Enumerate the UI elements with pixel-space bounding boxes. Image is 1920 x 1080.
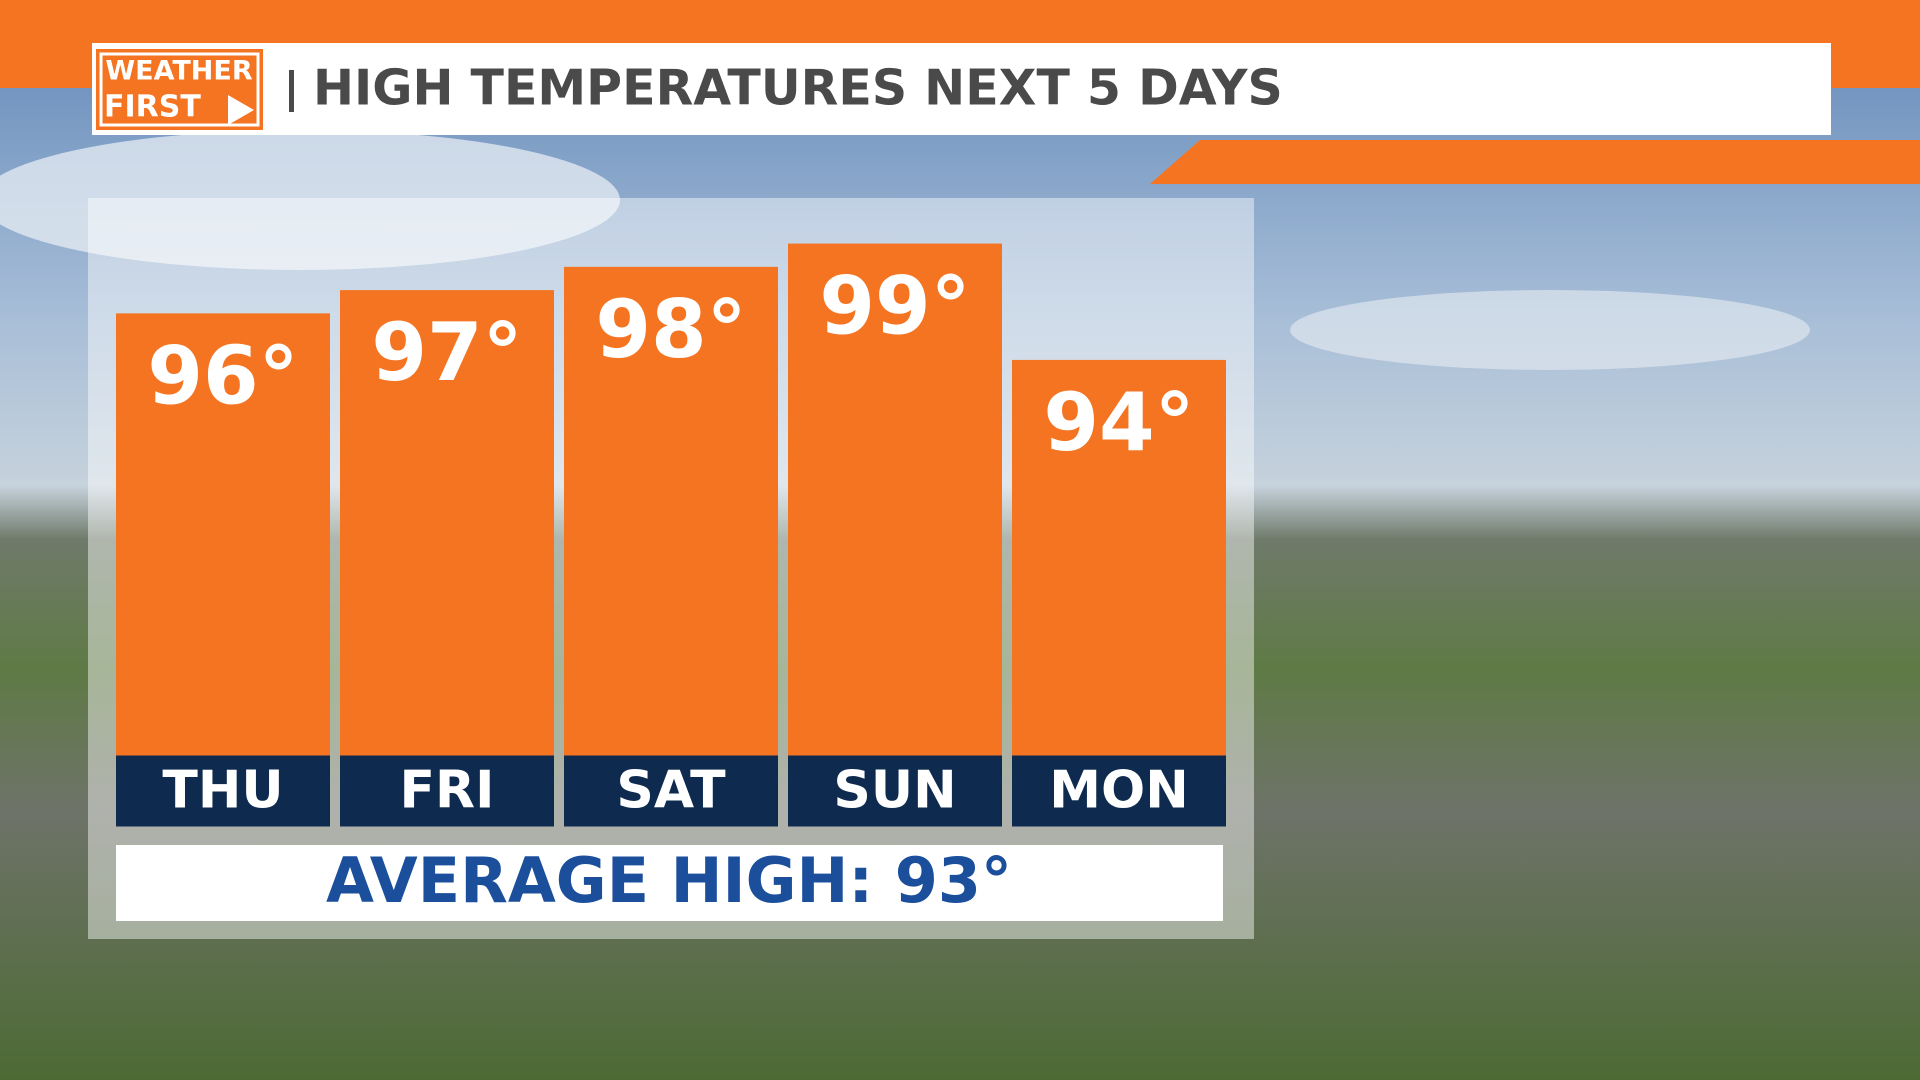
category-band: [340, 755, 554, 827]
x-tick-label: THU: [162, 761, 283, 821]
x-tick-label: SUN: [833, 761, 956, 821]
header-accent: [1150, 140, 1920, 184]
category-band: [564, 755, 778, 827]
category-band: [116, 755, 330, 827]
annotation-box: [116, 845, 1223, 921]
value-label: 97°: [371, 306, 522, 399]
x-tick-label: FRI: [400, 761, 495, 821]
cloud: [1290, 290, 1810, 370]
x-tick-label: MON: [1049, 761, 1188, 821]
bar: [564, 266, 778, 756]
category-band: [788, 755, 1002, 827]
logo-text: FIRST: [104, 90, 201, 125]
category-band: [1012, 755, 1226, 827]
bar: [116, 313, 330, 756]
logo-text: WEATHER: [105, 56, 252, 87]
annotation: AVERAGE HIGH: 93°: [326, 844, 1012, 917]
separator: [289, 70, 294, 112]
bar: [788, 243, 1002, 756]
header-bar: [92, 43, 1831, 135]
bar: [340, 290, 554, 756]
value-label: 96°: [147, 329, 298, 422]
value-label: 99°: [819, 260, 970, 353]
bar: [1012, 359, 1226, 756]
value-label: 94°: [1043, 376, 1194, 469]
value-label: 98°: [595, 283, 746, 376]
cloud: [0, 130, 620, 270]
logo-arrow: [228, 95, 254, 125]
x-tick-label: SAT: [616, 761, 726, 821]
chart-title: HIGH TEMPERATURES NEXT 5 DAYS: [313, 60, 1283, 117]
logo-border: [99, 52, 260, 127]
